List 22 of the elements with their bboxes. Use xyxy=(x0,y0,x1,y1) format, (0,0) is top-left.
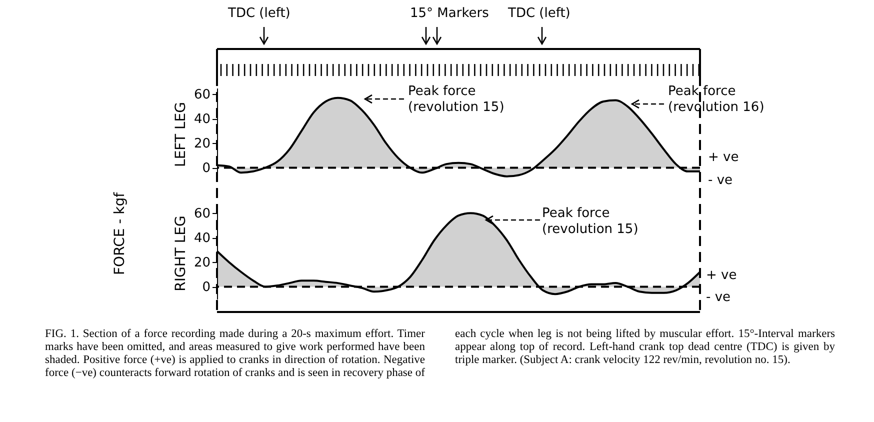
y-axis-title: LEFT LEG xyxy=(172,102,189,167)
y-tick-label: 0 xyxy=(202,161,210,176)
annotation: Peak force (revolution 16) xyxy=(668,84,766,116)
text: FIG. 1. Section of a force recording made during a 20-s maximum effort. Timer marks have been omitted, and areas measured to give work performed have been shaded. Positive force (+ve) is applied to cranks in direction of rotation. Negative force (−ve) counteracts forward rotation of cranks and is seen in recovery phase of each cycle when leg is not being lifted by muscular effort. 15°-Interval markers appear along top of record. Left-hand crank top dead centre (TDC) is given by triple marker. (Subject A: crank velocity 122 rev/min, revolution no. 15). xyxy=(45,328,835,379)
y-tick-label: 60 xyxy=(194,88,210,103)
y-tick-label: 40 xyxy=(194,231,210,246)
y-tick-label: 40 xyxy=(194,112,210,128)
text: - ve xyxy=(706,290,731,306)
y-axis-title: RIGHT LEG xyxy=(172,216,189,292)
text: 15° Markers xyxy=(410,6,489,22)
text: + ve xyxy=(706,268,737,284)
annotation: Peak force (revolution 15) xyxy=(542,206,640,238)
text: - ve xyxy=(708,173,733,189)
y-tick-label: 60 xyxy=(194,206,210,222)
y-tick-label: 0 xyxy=(202,280,210,296)
text: + ve xyxy=(708,150,739,166)
annotation: Peak force (revolution 15) xyxy=(408,84,506,116)
y-tick-label: 20 xyxy=(194,136,210,152)
text: TDC (left) xyxy=(508,6,570,22)
y-tick-label: 20 xyxy=(194,256,210,271)
text: TDC (left) xyxy=(228,6,290,22)
text: FORCE - kgf xyxy=(112,192,128,275)
